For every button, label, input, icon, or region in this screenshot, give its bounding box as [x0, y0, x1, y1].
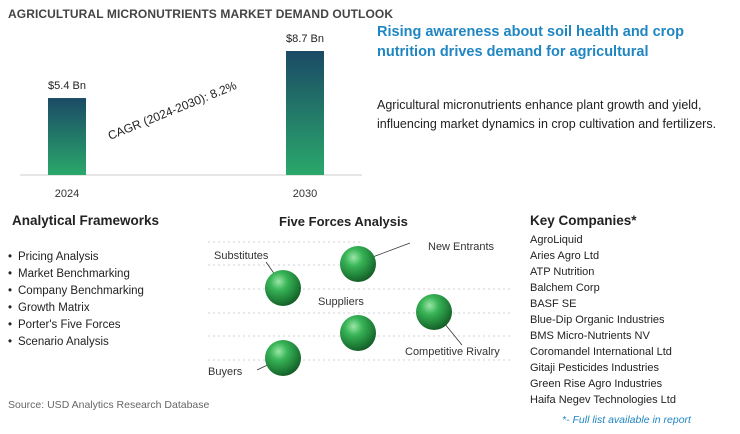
list-item: Balchem Corp	[530, 282, 600, 294]
substitutes-sphere	[265, 270, 301, 306]
list-item: Pricing Analysis	[8, 249, 144, 266]
key-companies-list: AgroLiquid Aries Agro Ltd ATP Nutrition …	[530, 232, 676, 408]
source-note: Source: USD Analytics Research Database	[8, 399, 210, 411]
list-item: Gitaji Pesticides Industries	[530, 362, 659, 374]
analytical-frameworks-title: Analytical Frameworks	[12, 213, 160, 228]
list-item: Market Benchmarking	[8, 266, 144, 283]
list-item: BMS Micro-Nutrients NV	[530, 330, 650, 342]
suppliers-label: Suppliers	[318, 296, 364, 308]
buyers-sphere	[265, 340, 301, 376]
list-item: ATP Nutrition	[530, 266, 595, 278]
x-tick-2030: 2030	[293, 188, 317, 200]
new-entrants-label: New Entrants	[428, 241, 495, 253]
list-item: AgroLiquid	[530, 234, 583, 246]
buyers-label: Buyers	[208, 366, 243, 378]
headline: Rising awareness about soil health and c…	[377, 24, 684, 60]
competitive-rivalry-label: Competitive Rivalry	[405, 346, 500, 358]
list-item: Porter's Five Forces	[8, 317, 144, 334]
suppliers-sphere	[416, 294, 452, 330]
list-item: Coromandel International Ltd	[530, 346, 672, 358]
description: Agricultural micronutrients enhance plan…	[377, 98, 717, 131]
list-item: Blue-Dip Organic Industries	[530, 314, 665, 326]
list-item: Scenario Analysis	[8, 334, 144, 351]
new-entrants-sphere	[340, 246, 376, 282]
list-item: Green Rise Agro Industries	[530, 378, 663, 390]
bar-2030	[286, 51, 324, 175]
substitutes-label: Substitutes	[214, 250, 269, 262]
analytical-frameworks-list: Pricing Analysis Market Benchmarking Com…	[8, 249, 144, 351]
guide-lines	[208, 241, 512, 361]
key-companies-title: Key Companies*	[530, 213, 637, 228]
list-item: Company Benchmarking	[8, 283, 144, 300]
list-item: Haifa Negev Technologies Ltd	[530, 394, 676, 406]
data-label-2024: $5.4 Bn	[48, 80, 86, 92]
list-item: Growth Matrix	[8, 300, 144, 317]
x-tick-2024: 2024	[55, 188, 79, 200]
data-label-2030: $8.7 Bn	[286, 33, 324, 45]
chart-title: AGRICULTURAL MICRONUTRIENTS MARKET DEMAN…	[8, 7, 394, 21]
list-item: BASF SE	[530, 298, 577, 310]
bar-chart: $5.4 Bn 2024 $8.7 Bn 2030 CAGR (2024-2030):…	[20, 33, 362, 200]
full-list-note: *- Full list available in report	[562, 414, 691, 426]
connector-lines	[256, 242, 463, 371]
bar-2024	[48, 98, 86, 175]
competitive-rivalry-sphere	[340, 315, 376, 351]
five-forces-title: Five Forces Analysis	[279, 214, 408, 229]
cagr-annotation: CAGR (2024-2030): 8.2%	[106, 78, 239, 143]
list-item: Aries Agro Ltd	[530, 250, 600, 262]
